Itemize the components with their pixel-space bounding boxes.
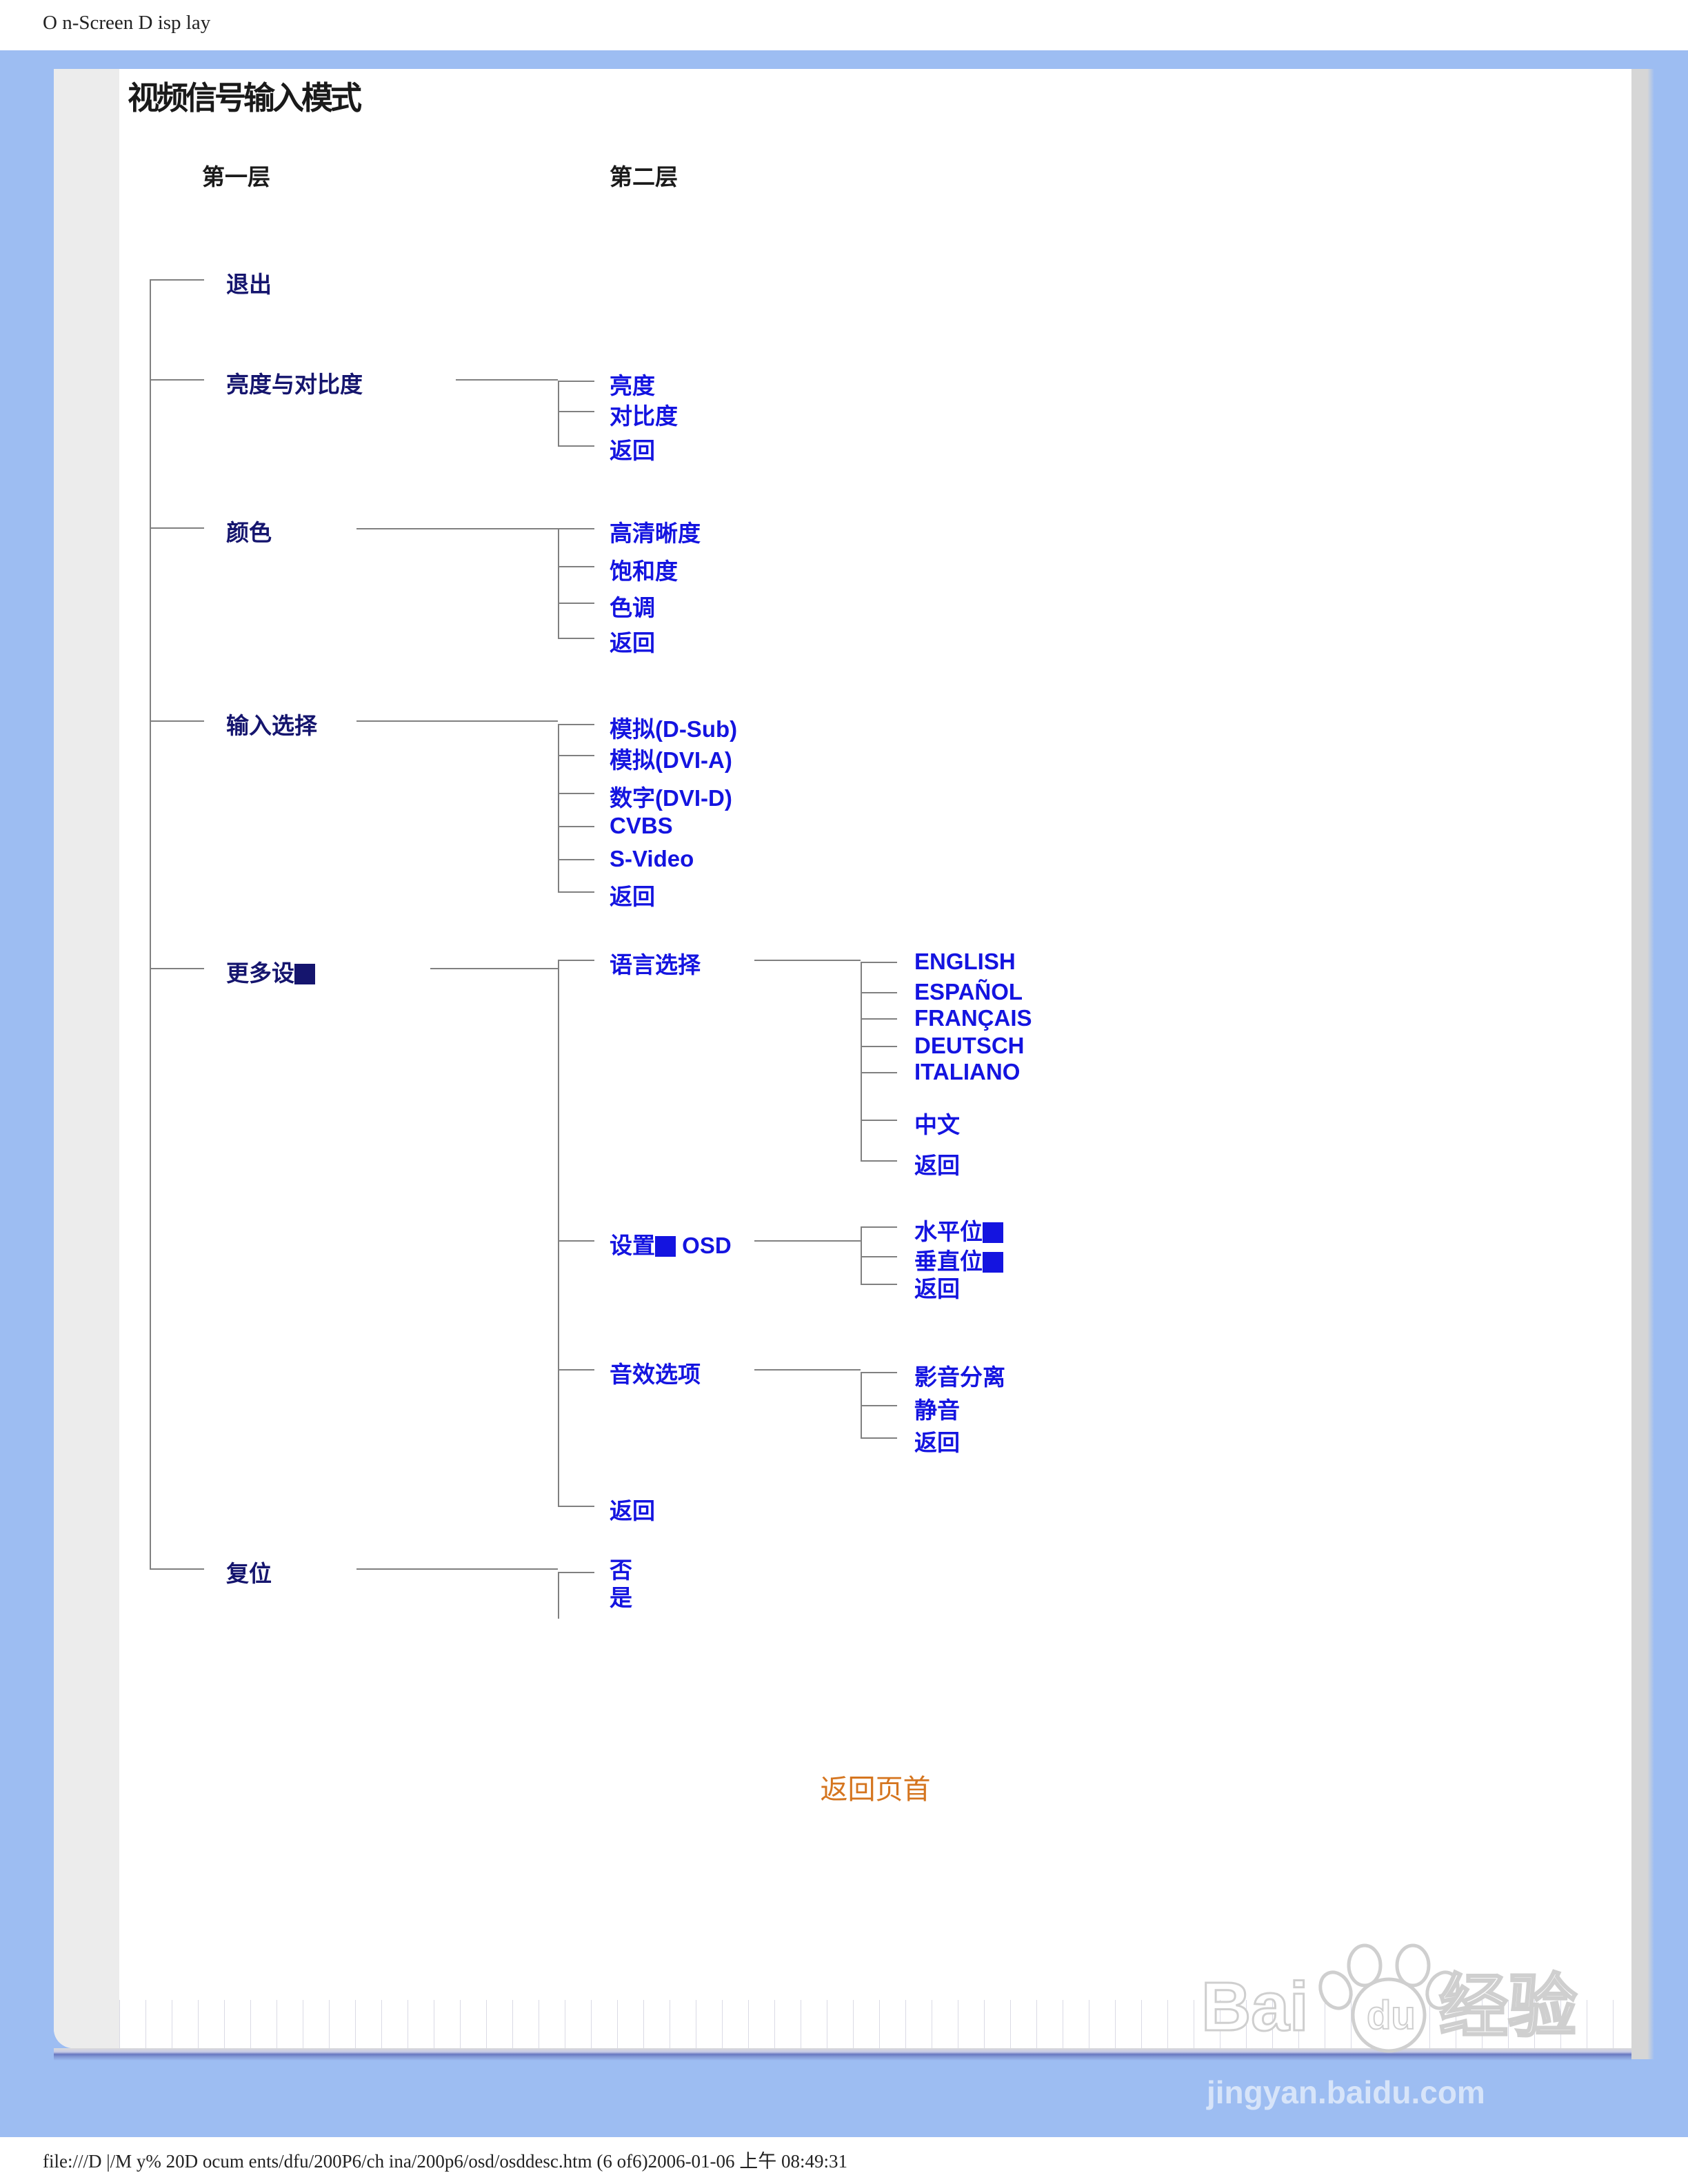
svg-text:Bai: Bai: [1201, 1968, 1309, 2045]
svg-text:du: du: [1367, 1993, 1416, 2038]
svg-text:经验: 经验: [1439, 1968, 1577, 2045]
